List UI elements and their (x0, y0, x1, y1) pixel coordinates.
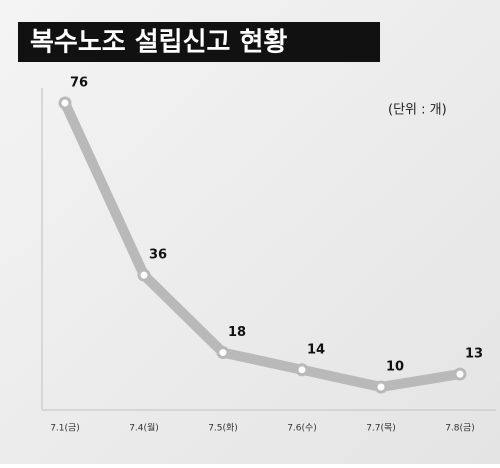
x-tick-label: 7.4(월) (129, 422, 159, 434)
x-tick-label: 7.5(화) (208, 423, 238, 434)
data-label: 14 (307, 342, 325, 357)
data-line (60, 100, 461, 392)
data-point (374, 380, 388, 394)
data-point (453, 367, 467, 381)
unit-note: (단위 : 개) (388, 103, 447, 118)
x-tick-label: 7.1(금) (50, 423, 80, 434)
x-tick-label: 7.6(수) (287, 423, 317, 434)
data-point (58, 96, 72, 110)
title-banner (18, 22, 380, 62)
data-label: 76 (70, 76, 88, 91)
x-tick-label: 7.8(금) (445, 423, 475, 434)
data-label: 36 (149, 248, 167, 263)
data-point (216, 346, 230, 360)
x-tick-label: 7.7(목) (366, 423, 396, 434)
data-label: 10 (386, 360, 404, 375)
data-point (137, 268, 151, 282)
data-label: 18 (228, 325, 246, 340)
chart-title: 복수노조 설립신고 현황 (30, 28, 287, 58)
data-point (295, 363, 309, 377)
data-label: 13 (465, 347, 483, 362)
